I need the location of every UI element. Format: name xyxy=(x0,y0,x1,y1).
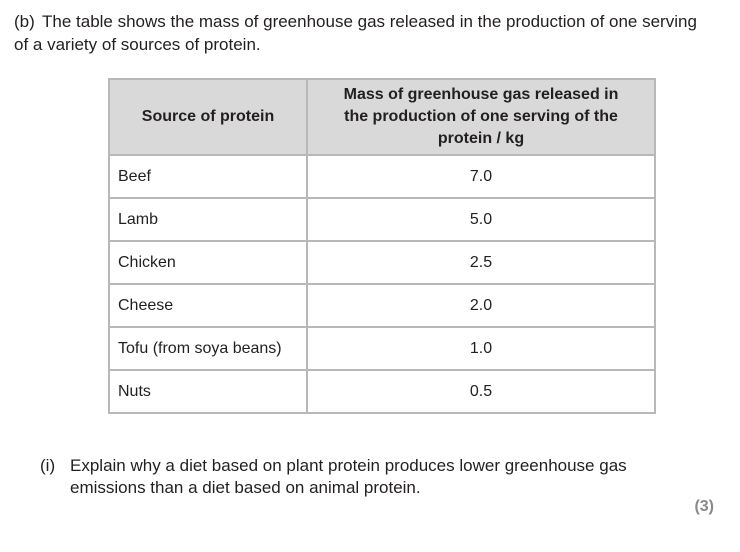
marks-indicator: (3) xyxy=(694,498,714,515)
source-cell: Tofu (from soya beans) xyxy=(108,326,308,371)
part-intro-text: The table shows the mass of greenhouse g… xyxy=(14,12,697,54)
header-source-of-protein: Source of protein xyxy=(108,78,308,156)
question-label: (i) xyxy=(40,456,56,475)
mass-cell: 5.0 xyxy=(306,197,656,242)
source-cell: Nuts xyxy=(108,369,308,414)
table-row: Nuts 0.5 xyxy=(108,369,656,414)
part-b-intro: (b) The table shows the mass of greenhous… xyxy=(14,10,714,56)
part-label: (b) xyxy=(14,12,35,31)
source-cell: Lamb xyxy=(108,197,308,242)
source-cell: Cheese xyxy=(108,283,308,328)
mass-cell: 1.0 xyxy=(306,326,656,371)
mass-cell: 0.5 xyxy=(306,369,656,414)
mass-cell: 7.0 xyxy=(306,154,656,199)
question-b-i: (i) Explain why a diet based on plant pr… xyxy=(40,455,680,499)
protein-greenhouse-table: Source of protein Mass of greenhouse gas… xyxy=(108,78,656,414)
question-text: Explain why a diet based on plant protei… xyxy=(70,456,627,497)
header-mass-text: Mass of greenhouse gas released in the p… xyxy=(343,86,619,147)
table-row: Tofu (from soya beans) 1.0 xyxy=(108,326,656,371)
mass-cell: 2.0 xyxy=(306,283,656,328)
source-cell: Chicken xyxy=(108,240,308,285)
mass-cell: 2.5 xyxy=(306,240,656,285)
table-row: Lamb 5.0 xyxy=(108,197,656,242)
source-cell: Beef xyxy=(108,154,308,199)
header-mass-greenhouse-gas: Mass of greenhouse gas released in the p… xyxy=(306,78,656,156)
table-row: Cheese 2.0 xyxy=(108,283,656,328)
table-header-row: Source of protein Mass of greenhouse gas… xyxy=(108,78,656,156)
table-row: Chicken 2.5 xyxy=(108,240,656,285)
table-row: Beef 7.0 xyxy=(108,154,656,199)
